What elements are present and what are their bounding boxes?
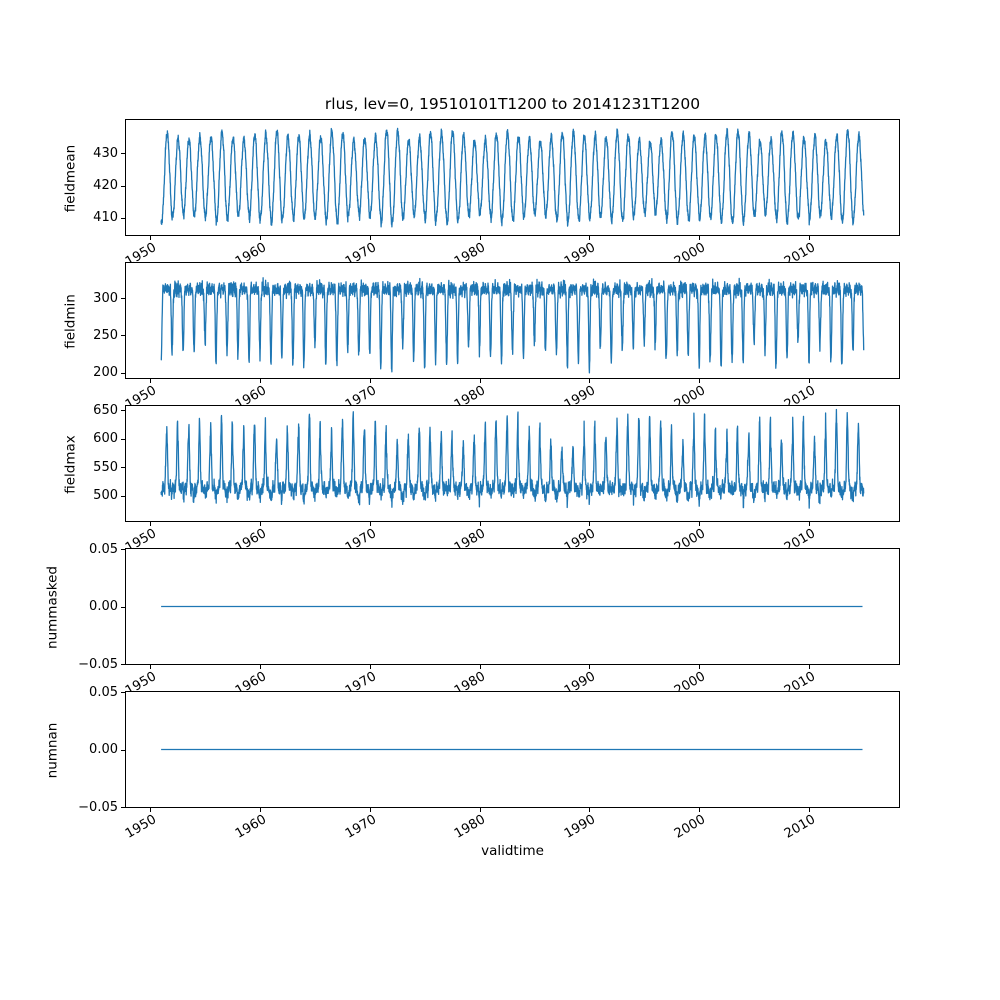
fieldmax-line <box>160 408 865 509</box>
x-tick-mark <box>589 379 591 383</box>
x-tick-label: 1970 <box>342 812 379 842</box>
x-tick-mark <box>589 522 591 526</box>
x-tick-mark <box>369 379 371 383</box>
y-tick-label: 250 <box>93 327 118 343</box>
numnan-ylabel: numnan <box>44 722 61 779</box>
x-tick-mark <box>479 808 481 812</box>
y-tick-label: 410 <box>93 210 118 226</box>
y-tick-label: 430 <box>93 145 118 161</box>
subplot-nummasked: −0.05 0.00 0.05 1950 1960 1970 1980 1990 2000 201… <box>45 542 900 699</box>
x-tick-mark <box>589 808 591 812</box>
fieldmax-plot-area <box>160 408 865 509</box>
x-tick-mark <box>589 665 591 669</box>
y-tick-mark <box>121 749 125 751</box>
x-tick-label: 1960 <box>232 812 269 842</box>
y-tick-label: 500 <box>93 488 118 504</box>
x-tick-mark <box>479 665 481 669</box>
fieldmean-plot-area <box>160 127 865 228</box>
x-tick-mark <box>479 379 481 383</box>
y-tick-mark <box>121 217 125 219</box>
y-tick-mark <box>121 692 125 693</box>
chart-title: rlus, lev=0, 19510101T1200 to 20141231T1… <box>324 95 701 113</box>
x-tick-mark <box>808 522 810 526</box>
y-tick-mark <box>121 664 125 665</box>
x-tick-mark <box>699 522 701 526</box>
x-tick-mark <box>699 665 701 669</box>
x-tick-mark <box>369 522 371 526</box>
x-tick-mark <box>259 522 261 526</box>
x-tick-mark <box>259 665 261 669</box>
x-tick-mark <box>369 236 371 240</box>
y-tick-mark <box>121 410 125 412</box>
y-tick-mark <box>121 153 125 155</box>
y-tick-mark <box>121 549 125 550</box>
subplot-numnan: −0.05 0.00 0.05 1950 1960 1970 1980 1990 2000 201… <box>45 685 900 842</box>
y-tick-mark <box>121 185 125 187</box>
x-tick-mark <box>699 236 701 240</box>
y-tick-mark <box>121 438 125 440</box>
x-tick-mark <box>259 379 261 383</box>
fieldmax-ylabel: fieldmax <box>62 435 79 494</box>
x-tick-mark <box>150 236 152 240</box>
numnan-plot-area <box>161 748 863 751</box>
x-tick-mark <box>369 665 371 669</box>
x-tick-mark <box>699 808 701 812</box>
x-tick-label: 2010 <box>781 812 818 842</box>
y-tick-mark <box>121 298 125 300</box>
y-tick-label: 650 <box>93 402 118 418</box>
y-tick-label: 600 <box>93 431 118 447</box>
y-tick-label: 200 <box>93 365 118 381</box>
x-tick-mark <box>699 379 701 383</box>
y-tick-label: 0.05 <box>89 541 118 557</box>
x-tick-mark <box>589 236 591 240</box>
y-tick-mark <box>121 495 125 497</box>
x-axis-label: validtime <box>481 843 544 859</box>
fieldmin-plot-area <box>160 277 865 374</box>
x-tick-mark <box>808 379 810 383</box>
y-tick-label: −0.05 <box>78 656 118 672</box>
subplot-fieldmax: 500 550 600 650 1950 1960 1970 1980 1990 2000 2010… <box>63 403 900 556</box>
x-tick-mark <box>150 522 152 526</box>
fieldmean-line <box>160 127 865 228</box>
y-tick-label: 420 <box>93 178 118 194</box>
y-tick-mark <box>121 372 125 374</box>
x-tick-mark <box>479 522 481 526</box>
x-tick-mark <box>259 808 261 812</box>
y-tick-mark <box>121 467 125 469</box>
y-tick-mark <box>121 335 125 337</box>
y-tick-mark <box>121 606 125 608</box>
x-tick-label: 1950 <box>122 812 160 842</box>
y-tick-label: 300 <box>93 290 118 306</box>
x-tick-label: 1980 <box>452 812 489 842</box>
x-tick-label: 1990 <box>562 812 599 842</box>
y-tick-label: 0.05 <box>89 684 118 700</box>
subplot-fieldmin: 200 250 300 1950 1960 1970 1980 1990 2000 2010 fie… <box>63 262 900 413</box>
x-tick-mark <box>150 808 152 812</box>
y-tick-label: 0.00 <box>89 599 118 614</box>
x-tick-mark <box>479 236 481 240</box>
nummasked-plot-area <box>161 605 863 608</box>
x-tick-label: 2000 <box>672 812 709 842</box>
x-tick-mark <box>808 236 810 240</box>
y-tick-label: −0.05 <box>78 799 118 815</box>
fieldmin-line <box>160 277 865 374</box>
x-tick-mark <box>369 808 371 812</box>
y-tick-mark <box>121 807 125 808</box>
y-tick-label: 0.00 <box>89 742 118 757</box>
x-tick-mark <box>150 665 152 669</box>
x-tick-mark <box>150 379 152 383</box>
x-tick-mark <box>259 236 261 240</box>
subplot-fieldmean: 410 420 430 1950 1960 1970 1980 1990 2000 2010 fie… <box>63 119 900 270</box>
y-tick-label: 550 <box>93 459 118 475</box>
x-tick-mark <box>808 665 810 669</box>
x-tick-mark <box>808 808 810 812</box>
